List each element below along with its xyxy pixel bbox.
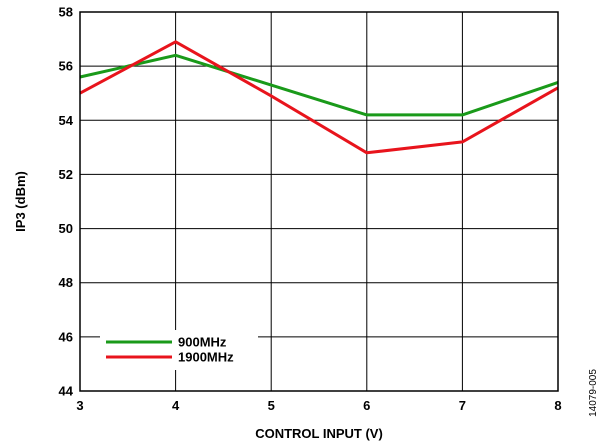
x-tick-label: 7 bbox=[459, 398, 466, 413]
y-tick-label: 46 bbox=[59, 329, 73, 344]
y-tick-label: 56 bbox=[59, 59, 73, 74]
series-line-1900mhz bbox=[79, 40, 559, 155]
series-line-900mhz bbox=[79, 53, 559, 117]
y-tick-label: 48 bbox=[59, 275, 73, 290]
x-tick-labels: 3 4 5 6 7 8 bbox=[76, 398, 561, 413]
y-tick-labels: 44 46 48 50 52 54 56 58 bbox=[59, 5, 74, 399]
y-tick-label: 50 bbox=[59, 221, 73, 236]
x-tick-label: 5 bbox=[268, 398, 275, 413]
y-tick-label: 44 bbox=[59, 384, 74, 399]
legend-background bbox=[100, 330, 258, 370]
x-tick-label: 6 bbox=[363, 398, 370, 413]
chart-series bbox=[79, 40, 559, 155]
x-tick-label: 3 bbox=[76, 398, 83, 413]
x-tick-label: 8 bbox=[554, 398, 561, 413]
x-axis-label: CONTROL INPUT (V) bbox=[255, 426, 383, 441]
y-tick-label: 54 bbox=[59, 113, 74, 128]
y-axis-label: IP3 (dBm) bbox=[13, 171, 28, 232]
y-tick-label: 58 bbox=[59, 5, 73, 20]
legend-label: 1900MHz bbox=[178, 350, 234, 365]
y-tick-label: 52 bbox=[59, 167, 73, 182]
figure-code: 14079-005 bbox=[588, 369, 599, 417]
legend-label: 900MHz bbox=[178, 335, 227, 350]
x-tick-label: 4 bbox=[172, 398, 180, 413]
plot-frame bbox=[79, 11, 559, 392]
